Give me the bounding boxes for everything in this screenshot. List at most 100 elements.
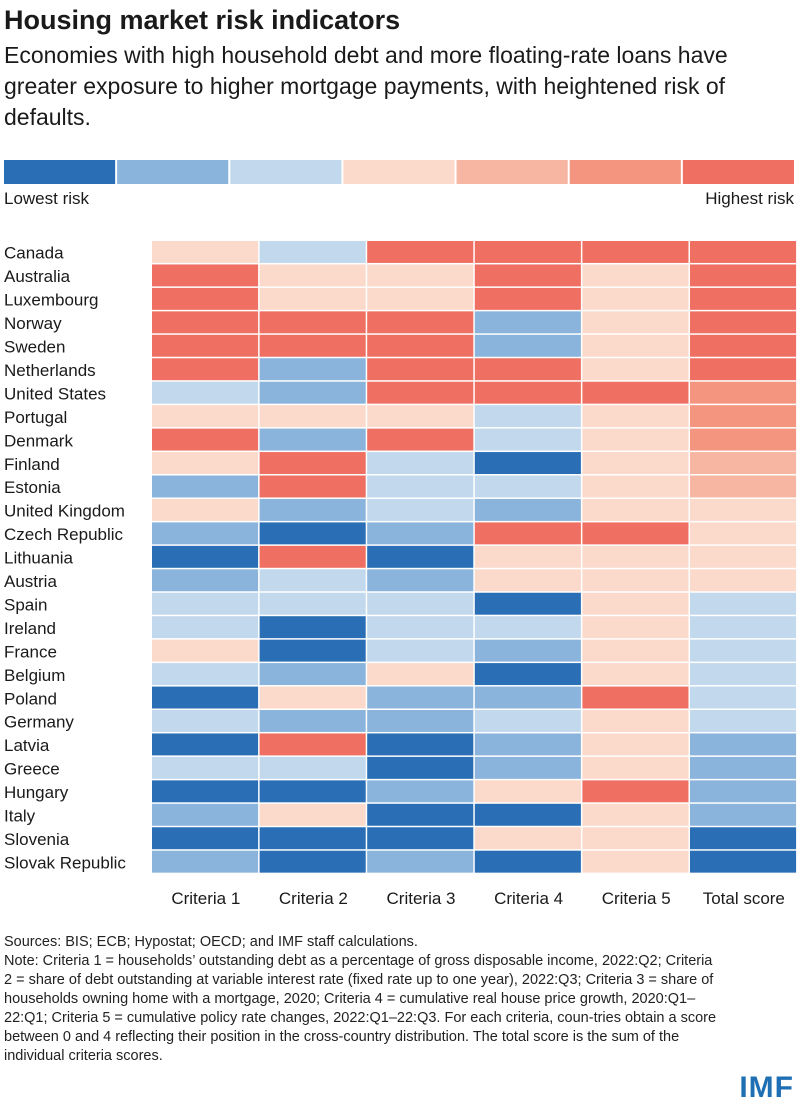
heatmap-cell: [582, 545, 689, 568]
row-label: Latvia: [4, 736, 50, 755]
heatmap-cell: [152, 287, 259, 310]
row-label: Hungary: [4, 783, 69, 802]
heatmap-cell: [582, 452, 689, 474]
heatmap-cell: [259, 358, 366, 381]
heatmap-cell: [474, 780, 581, 803]
legend-low-label: Lowest risk: [4, 189, 90, 208]
scale-segment: [4, 160, 116, 184]
heatmap-cell: [259, 241, 366, 263]
heatmap-cell: [582, 827, 689, 850]
heatmap-cell: [259, 616, 366, 639]
heatmap-cell: [152, 710, 259, 732]
heatmap-cell: [582, 756, 689, 779]
heatmap-cell: [367, 686, 474, 709]
heatmap-cell: [259, 663, 366, 686]
heatmap-cell: [152, 616, 259, 639]
heatmap-cell: [690, 850, 797, 873]
heatmap-cell: [367, 569, 474, 592]
heatmap-cell: [474, 733, 581, 756]
heatmap-cell: [367, 616, 474, 639]
heatmap-cell: [474, 686, 581, 709]
heatmap-cell: [152, 241, 259, 263]
heatmap-cell: [582, 639, 689, 662]
heatmap-cell: [367, 475, 474, 498]
heatmap-cell: [690, 311, 797, 334]
heatmap-cell: [474, 452, 581, 474]
heatmap-cell: [367, 756, 474, 779]
heatmap-cell: [474, 334, 581, 357]
heatmap-cell: [690, 428, 797, 451]
heatmap-cell: [259, 733, 366, 756]
legend-high-label: Highest risk: [705, 189, 794, 208]
heatmap-chart: Canada Australia Luxembourg Norway Sweden Net…: [4, 241, 797, 908]
row-label: Australia: [4, 267, 71, 286]
heatmap-cell: [367, 639, 474, 662]
row-label: Finland: [4, 455, 60, 474]
heatmap-cell: [367, 803, 474, 826]
heatmap-cell: [367, 452, 474, 474]
heatmap-cell: [152, 358, 259, 381]
heatmap-cell: [474, 616, 581, 639]
heatmap-cell: [152, 592, 259, 615]
row-label: Portugal: [4, 408, 67, 427]
heatmap-cell: [367, 780, 474, 803]
heatmap-cell: [582, 405, 689, 428]
heatmap-cell: [367, 428, 474, 451]
heatmap-cell: [690, 264, 797, 287]
heatmap-cell: [367, 827, 474, 850]
row-label: United Kingdom: [4, 502, 125, 521]
heatmap-cell: [690, 334, 797, 357]
heatmap-cell: [152, 756, 259, 779]
heatmap-cell: [367, 334, 474, 357]
row-label: Lithuania: [4, 549, 74, 568]
heatmap-cell: [259, 405, 366, 428]
heatmap-cell: [582, 592, 689, 615]
heatmap-cell: [582, 428, 689, 451]
heatmap-cell: [690, 381, 797, 404]
heatmap-cell: [367, 850, 474, 873]
row-label: Belgium: [4, 666, 65, 685]
heatmap-cell: [152, 498, 259, 521]
heatmap-cell: [690, 663, 797, 686]
heatmap-cell: [474, 381, 581, 404]
heatmap-cell: [367, 381, 474, 404]
sources-text: Sources: BIS; ECB; Hypostat; OECD; and I…: [4, 934, 418, 950]
heatmap-cell: [582, 803, 689, 826]
heatmap-cell: [259, 545, 366, 568]
heatmap-cell: [152, 522, 259, 545]
heatmap-cell: [367, 358, 474, 381]
heatmap-cell: [690, 545, 797, 568]
column-label: Criteria 1: [171, 889, 240, 908]
heatmap-cell: [259, 780, 366, 803]
row-label: Denmark: [4, 431, 73, 450]
scale-segment: [682, 160, 794, 184]
heatmap-cell: [259, 475, 366, 498]
scale-segment: [456, 160, 568, 184]
heatmap-cell: [474, 850, 581, 873]
heatmap-cell: [367, 405, 474, 428]
heatmap-cell: [259, 639, 366, 662]
heatmap-cell: [259, 569, 366, 592]
heatmap-cell: [474, 827, 581, 850]
heatmap-cell: [582, 522, 689, 545]
heatmap-cell: [367, 663, 474, 686]
heatmap-cell: [152, 639, 259, 662]
heatmap-cell: [582, 241, 689, 263]
heatmap-cell: [152, 663, 259, 686]
heatmap-cell: [474, 241, 581, 263]
heatmap-cell: [259, 498, 366, 521]
column-label: Criteria 3: [387, 889, 456, 908]
row-label: Luxembourg: [4, 291, 99, 310]
heatmap-cell: [259, 452, 366, 474]
heatmap-cell: [367, 710, 474, 732]
heatmap-cell: [474, 545, 581, 568]
heatmap-cell: [259, 710, 366, 732]
heatmap-cell: [690, 592, 797, 615]
heatmap-cell: [152, 452, 259, 474]
heatmap-cell: [690, 498, 797, 521]
heatmap-cell: [259, 381, 366, 404]
heatmap-cell: [474, 522, 581, 545]
heatmap-cell: [474, 428, 581, 451]
row-label: Canada: [4, 244, 64, 263]
heatmap-cell: [152, 827, 259, 850]
